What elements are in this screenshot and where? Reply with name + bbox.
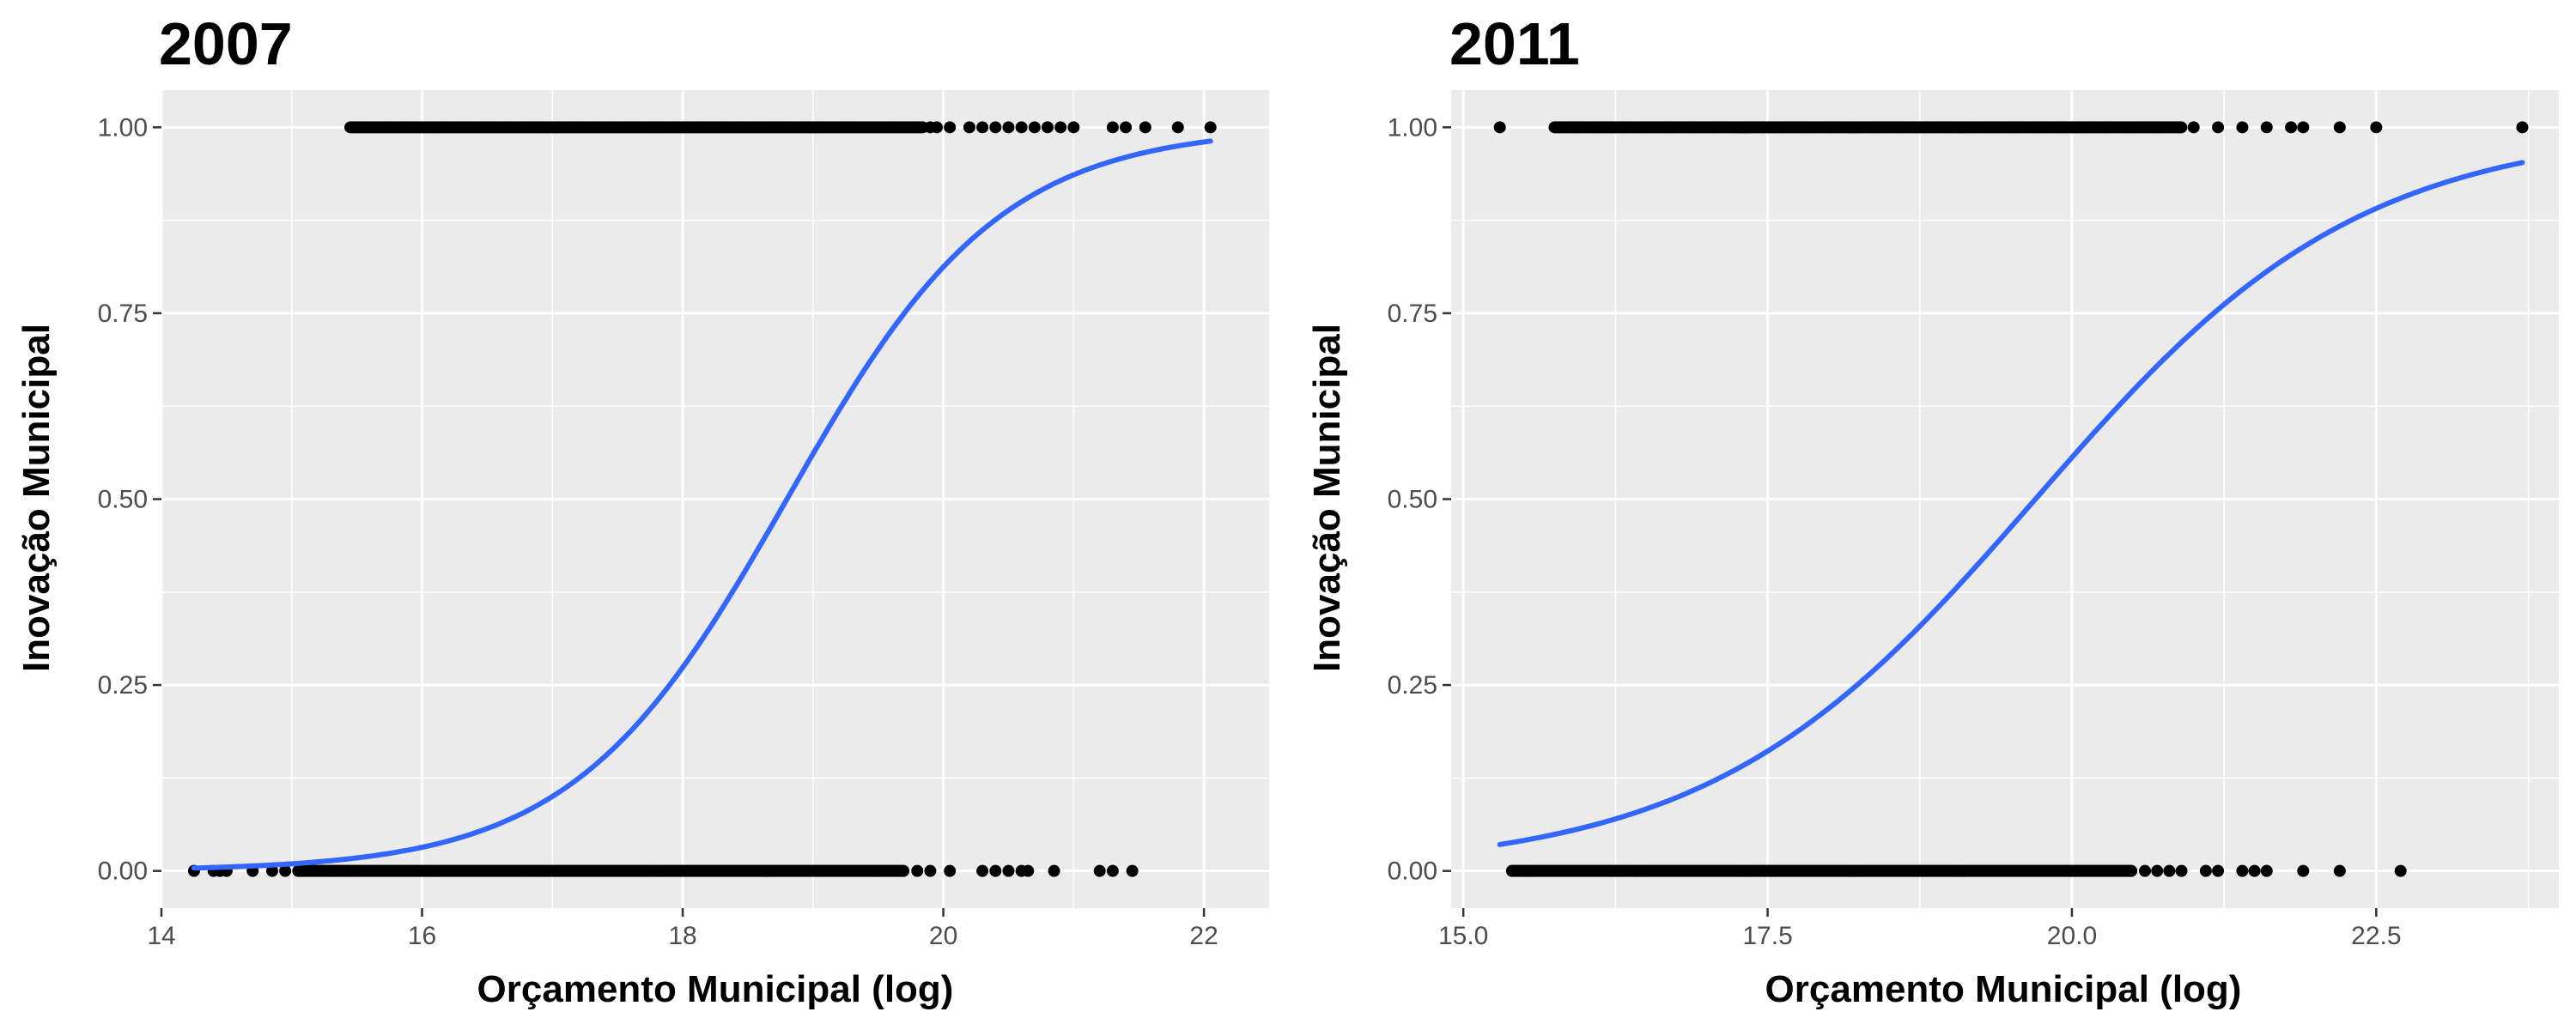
data-point: [2212, 864, 2225, 877]
x-tick-label: 22: [1189, 922, 1218, 950]
data-point: [2151, 864, 2164, 877]
plot-panel-2011: 15.0 17.5 20.0 22.5 0.00 0.25 0.50 0.75 1.00: [1388, 90, 2559, 950]
y-tick-label: 0.00: [98, 857, 148, 886]
panel-title-2007: 2007: [159, 10, 293, 77]
data-point: [2236, 864, 2249, 877]
x-axis-title-2007: Orçamento Municipal (log): [477, 968, 954, 1010]
data-point: [2199, 864, 2212, 877]
data-point: [1042, 121, 1054, 134]
x-tick-label: 22.5: [2351, 922, 2401, 950]
y-tick-label: 0.50: [1388, 486, 1437, 514]
data-point: [944, 121, 957, 134]
x-tick-label: 18: [668, 922, 696, 950]
x-tick-label: 16: [408, 922, 436, 950]
data-point: [1139, 121, 1151, 134]
data-point: [2297, 864, 2310, 877]
data-point: [1054, 121, 1067, 134]
y-tick-label: 0.50: [98, 486, 148, 514]
data-point: [1093, 864, 1106, 877]
y-axis-title-2007: Inovação Municipal: [15, 324, 58, 672]
data-point: [897, 864, 910, 877]
data-point: [279, 864, 292, 877]
y-tick-label: 0.75: [1388, 300, 1437, 328]
data-point: [931, 121, 943, 134]
data-point: [1106, 864, 1119, 877]
data-point: [2394, 864, 2407, 877]
logistic-fit-curve-2007: [191, 138, 1213, 871]
data-point: [1015, 121, 1028, 134]
y-tick-label: 0.25: [98, 671, 148, 700]
data-point: [1493, 121, 1506, 134]
data-point: [2260, 121, 2273, 134]
data-point: [2248, 864, 2261, 877]
data-point: [976, 864, 989, 877]
data-point: [1120, 121, 1133, 134]
data-point: [266, 864, 278, 877]
y-axis-title-2011: Inovação Municipal: [1306, 324, 1348, 672]
data-point: [2260, 864, 2273, 877]
data-point: [2175, 121, 2188, 134]
data-point: [2370, 121, 2383, 134]
data-point: [1204, 121, 1217, 134]
data-point: [976, 121, 989, 134]
x-tick-label: 20.0: [2047, 922, 2097, 950]
x-tick-label: 14: [147, 922, 175, 950]
data-point: [911, 864, 924, 877]
data-point: [963, 121, 975, 134]
x-axis-title-2011: Orçamento Municipal (log): [1765, 968, 2242, 1010]
data-point: [2139, 864, 2152, 877]
data-point: [989, 864, 1002, 877]
data-point: [944, 864, 957, 877]
data-point: [2333, 121, 2346, 134]
data-point: [2236, 121, 2249, 134]
y-tick-label: 0.00: [1388, 857, 1437, 886]
data-point: [2125, 864, 2138, 877]
data-point: [989, 121, 1002, 134]
data-point: [1022, 864, 1035, 877]
data-point: [2187, 121, 2200, 134]
data-point: [1002, 864, 1015, 877]
x-tick-label: 17.5: [1742, 922, 1792, 950]
data-point: [1028, 121, 1041, 134]
data-point: [2212, 121, 2225, 134]
data-point: [1126, 864, 1139, 877]
y-tick-label: 0.75: [98, 300, 148, 328]
y-tick-label: 1.00: [1388, 113, 1437, 142]
data-point: [2297, 121, 2310, 134]
y-tick-label: 1.00: [98, 113, 148, 142]
data-point: [1106, 121, 1119, 134]
y-tick-label: 0.25: [1388, 671, 1437, 700]
x-tick-label: 15.0: [1438, 922, 1488, 950]
data-point: [2163, 864, 2176, 877]
data-point: [2175, 864, 2188, 877]
data-point: [2285, 121, 2298, 134]
data-point: [1171, 121, 1184, 134]
data-point: [1002, 121, 1015, 134]
panel-title-2011: 2011: [1449, 10, 1580, 77]
data-point: [2333, 864, 2346, 877]
plot-panel-2007: 14 16 18 20 22 0.00 0.25 0.50 0.75 1.00: [98, 90, 1269, 950]
data-point: [2516, 121, 2529, 134]
logistic-fit-curve-2011: [1497, 160, 2525, 847]
x-tick-label: 20: [929, 922, 957, 950]
data-point: [1048, 864, 1060, 877]
data-point: [1067, 121, 1080, 134]
data-point: [924, 864, 937, 877]
